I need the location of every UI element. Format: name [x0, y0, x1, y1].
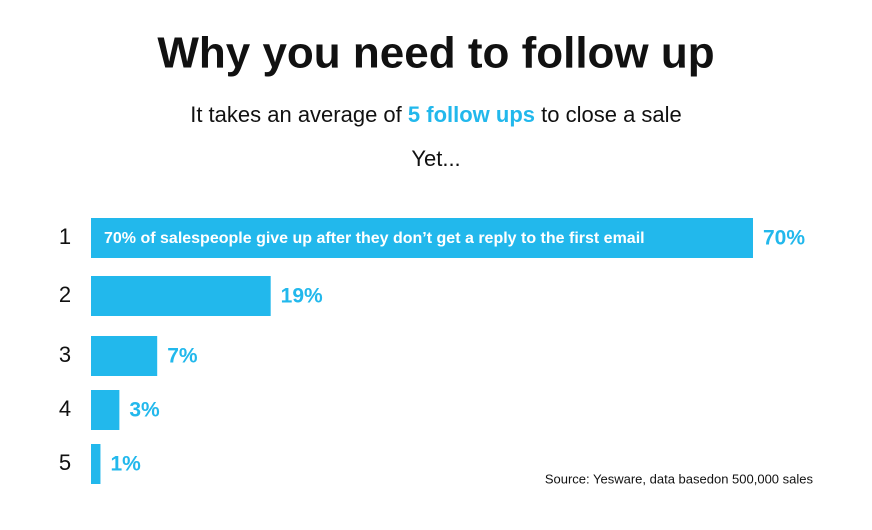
value-label: 19% — [281, 285, 323, 308]
value-label: 3% — [129, 399, 160, 422]
bar — [91, 336, 158, 376]
category-label: 4 — [59, 396, 71, 421]
subtitle-text: It takes an average of — [190, 102, 402, 127]
value-label: 1% — [110, 453, 141, 476]
category-label: 1 — [59, 224, 71, 249]
category-label: 2 — [59, 282, 71, 307]
subtitle: It takes an average of 5 follow ups to c… — [190, 102, 682, 127]
chart-title: Why you need to follow up — [157, 29, 714, 78]
bar — [91, 276, 271, 316]
subtitle-2: Yet... — [411, 146, 460, 171]
bar — [91, 218, 753, 258]
bar — [91, 390, 120, 430]
source: Source: Yesware, data basedon 500,000 sa… — [545, 471, 814, 486]
subtitle-highlight: 5 follow ups — [408, 102, 535, 127]
bar — [91, 444, 101, 484]
category-label: 5 — [59, 450, 71, 475]
value-label: 70% — [763, 227, 805, 250]
subtitle-text: to close a sale — [541, 102, 682, 127]
category-label: 3 — [59, 342, 71, 367]
value-label: 7% — [167, 345, 198, 368]
bar-annotation: 70% of salespeople give up after they do… — [104, 230, 645, 247]
